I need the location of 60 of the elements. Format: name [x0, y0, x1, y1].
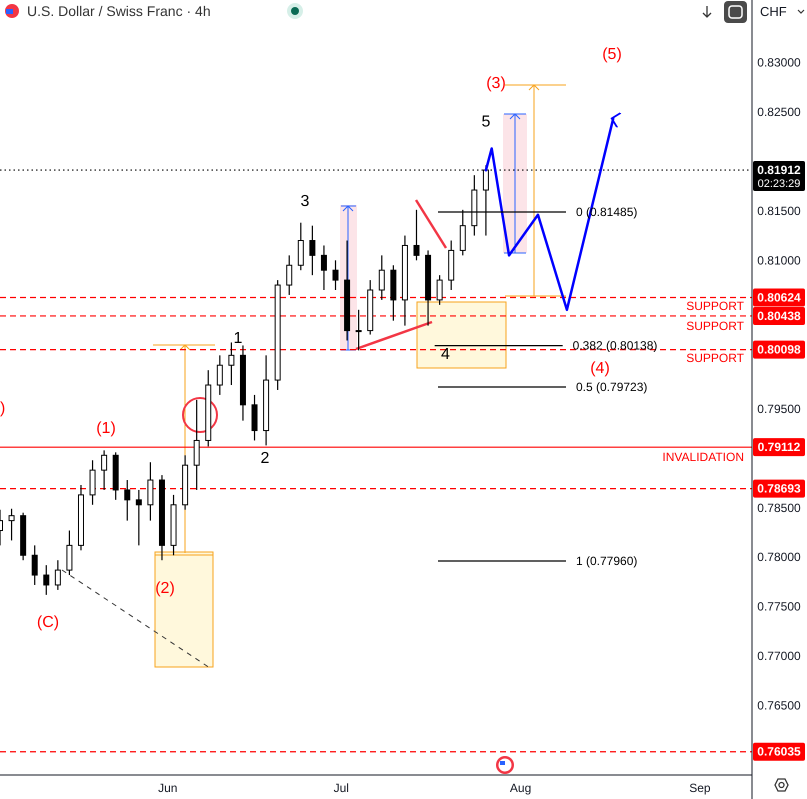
annotation: (4)	[590, 360, 610, 377]
candlestick	[320, 244, 327, 291]
y-tick-label: 0.82500	[757, 104, 802, 119]
annotation: 5	[481, 113, 490, 130]
candlestick	[101, 450, 108, 491]
annotation: INVALIDATION	[662, 450, 744, 464]
x-tick-label: Jun	[158, 781, 178, 795]
x-tick-label: Sep	[689, 781, 711, 795]
annotation: SUPPORT	[686, 351, 745, 365]
candlestick	[124, 479, 130, 522]
ref-line-label: 0.78693	[757, 482, 802, 496]
ref-line-label: 0.80624	[757, 290, 802, 305]
y-tick-label: 0.77000	[757, 649, 802, 664]
candlestick	[136, 489, 142, 546]
annotation: (2)	[155, 580, 175, 597]
candlestick	[332, 260, 339, 291]
chart-title: U.S. Dollar / Swiss Franc · 4h	[27, 3, 211, 19]
text: 02:23:29	[758, 178, 800, 190]
annotation: SUPPORT	[686, 319, 745, 333]
y-tick-label: 0.78000	[757, 550, 802, 564]
x-tick-label: Jul	[334, 781, 349, 795]
candlestick	[54, 560, 61, 591]
candlestick	[356, 309, 362, 351]
annotation: 0.5 (0.79723)	[576, 380, 648, 394]
candlestick	[436, 274, 443, 306]
candlestick	[309, 225, 316, 276]
annotation: SUPPORT	[686, 299, 745, 313]
ref-line-label: 0.80098	[757, 342, 802, 357]
ref-line-label: 0.81912	[757, 163, 802, 178]
candlestick	[43, 564, 50, 596]
ref-line-label: 0.76035	[757, 744, 802, 759]
candlestick	[413, 209, 420, 261]
annotation: 4	[440, 346, 450, 363]
y-tick-label: 0.77500	[757, 600, 802, 614]
ref-line-label: 0.80438	[757, 308, 802, 323]
y-axis-title: CHF	[760, 4, 787, 19]
y-tick-label: 0.81500	[757, 204, 802, 218]
annotation: 1 (0.77960)	[576, 554, 638, 568]
x-tick-label: Aug	[510, 781, 532, 795]
candlestick	[216, 354, 223, 396]
annotation: 2	[260, 450, 270, 467]
ref-line-label: 0.79112	[758, 440, 801, 454]
candlestick	[32, 544, 38, 586]
annotation: )	[0, 400, 6, 417]
annotation: 0.382 (0.80138)	[572, 338, 658, 353]
annotation: (5)	[602, 46, 622, 63]
y-tick-label: 0.79500	[757, 402, 802, 416]
annotation: (C)	[36, 614, 60, 631]
candlestick	[8, 508, 15, 542]
candlestick	[378, 254, 385, 301]
y-tick-label: 0.76500	[757, 698, 802, 713]
y-tick-label: 0.78500	[757, 500, 802, 515]
y-tick-label: 0.81000	[757, 253, 802, 268]
annotation: (3)	[486, 75, 506, 92]
annotation: 1	[234, 330, 243, 347]
candlestick	[286, 254, 292, 296]
y-tick-label: 0.83000	[757, 55, 802, 70]
annotation: 3	[300, 193, 310, 210]
candlestick	[228, 342, 234, 386]
annotation: (1)	[96, 420, 116, 437]
